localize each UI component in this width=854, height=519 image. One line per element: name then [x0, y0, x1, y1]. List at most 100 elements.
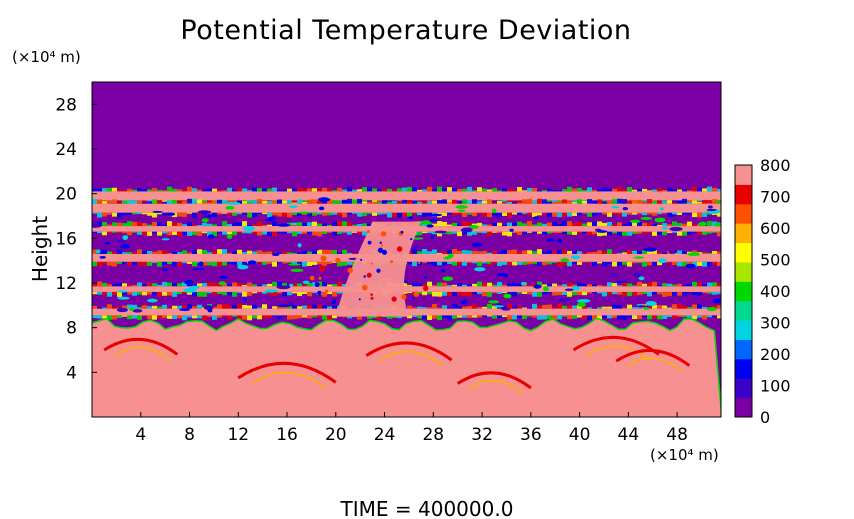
band-edge [192, 284, 197, 287]
band-edge [337, 291, 342, 294]
band-edge [337, 212, 342, 216]
band-edge [692, 231, 697, 233]
band-edge [412, 307, 417, 309]
band-edge [477, 201, 482, 204]
band-edge [422, 200, 427, 204]
band-edge [552, 200, 557, 202]
band-edge [657, 261, 662, 266]
plume-cell [366, 272, 372, 278]
band-edge [537, 315, 542, 320]
band-edge [282, 212, 287, 218]
band-edge [107, 304, 112, 309]
band-edge [232, 315, 237, 317]
colorbar-tick-label: 100 [760, 377, 791, 396]
arc [585, 345, 651, 361]
colorbar-swatch [735, 223, 752, 244]
colorbar-tick-label: 300 [760, 314, 791, 333]
band-edge [307, 315, 312, 319]
band-edge [137, 249, 142, 254]
band-edge [587, 222, 592, 227]
band-edge [567, 212, 572, 217]
eddy [201, 218, 209, 223]
band-edge [132, 231, 137, 233]
band-edge [587, 307, 592, 309]
band-edge [112, 187, 117, 192]
band-edge [277, 291, 282, 294]
band-edge [677, 261, 682, 267]
band-edge [537, 281, 542, 287]
band-edge [312, 304, 317, 309]
band-edge [617, 261, 622, 266]
band-edge [477, 251, 482, 254]
band-edge [642, 212, 647, 216]
band-edge [557, 303, 562, 309]
band-edge [717, 291, 721, 295]
band-edge [422, 231, 427, 234]
band-edge [437, 291, 442, 297]
band-edge [552, 202, 557, 204]
band-edge [437, 252, 442, 254]
band-edge [332, 221, 337, 227]
band-edge [172, 283, 177, 287]
band-edge [117, 291, 122, 297]
band-edge [387, 188, 392, 192]
band-edge [582, 190, 587, 192]
plume-cell [423, 275, 428, 280]
band-edge [432, 231, 437, 235]
band-edge [477, 231, 482, 233]
band-edge [557, 224, 562, 227]
band-edge [232, 282, 237, 287]
band-edge [512, 200, 517, 202]
band-edge [107, 251, 112, 254]
band-edge [232, 291, 237, 297]
band-edge [122, 223, 127, 227]
eddy [669, 226, 683, 232]
band-edge [342, 199, 347, 204]
eddy [288, 263, 301, 266]
band-edge [257, 212, 262, 214]
band-edge [192, 291, 197, 297]
band-edge [587, 212, 592, 217]
band-edge [102, 261, 107, 264]
band-edge [667, 200, 672, 204]
band-edge [117, 261, 122, 264]
colorbar-swatch [735, 300, 752, 321]
band-edge [267, 200, 272, 204]
band-edge [607, 212, 612, 217]
band-edge [272, 231, 277, 237]
band-edge [332, 200, 337, 204]
band-edge [497, 212, 502, 218]
band-edge [172, 315, 177, 320]
band-edge [182, 305, 187, 309]
band-edge [542, 231, 547, 235]
band-edge [437, 282, 442, 287]
band-edge [97, 212, 102, 218]
band-edge [602, 200, 607, 203]
band-edge [257, 285, 262, 287]
band-edge [617, 231, 622, 236]
band-edge [282, 200, 287, 203]
band-edge [467, 284, 472, 287]
band-edge [267, 212, 272, 218]
band-edge [592, 291, 597, 294]
band-edge [362, 223, 367, 227]
band-edge [472, 304, 477, 309]
band-edge [127, 261, 132, 266]
band-edge [457, 188, 462, 192]
band-edge [687, 200, 692, 204]
band-edge [422, 284, 427, 287]
band-edge [357, 189, 362, 192]
band-edge [177, 291, 182, 295]
eddy [543, 286, 549, 292]
band-edge [127, 284, 132, 287]
band-edge [622, 291, 627, 297]
band-edge [672, 231, 677, 233]
eddy [442, 276, 454, 281]
band-edge [702, 252, 707, 254]
band-edge [682, 261, 687, 267]
band-edge [607, 291, 612, 296]
band-edge [627, 186, 632, 192]
band-edge [712, 231, 717, 233]
band-edge [267, 315, 272, 318]
band-edge [427, 281, 432, 287]
